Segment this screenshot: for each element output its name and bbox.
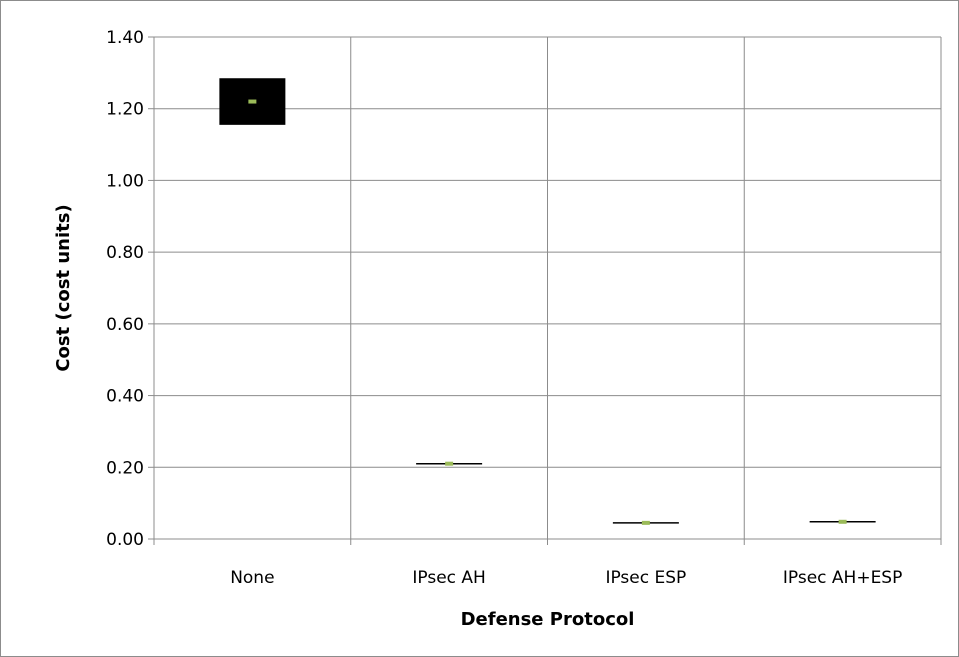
data-point (248, 99, 257, 104)
y-tick-label: 0.00 (106, 530, 144, 550)
x-tick-label: None (230, 568, 274, 588)
x-tick-label: IPsec AH+ESP (783, 568, 902, 588)
y-tick-label: 0.80 (106, 243, 144, 263)
data-marks (219, 78, 876, 525)
y-tick-label: 0.40 (106, 387, 144, 407)
y-tick-label: 1.40 (106, 28, 144, 48)
x-tick-label: IPsec AH (412, 568, 485, 588)
y-tick-label: 1.00 (106, 171, 144, 191)
data-point (641, 520, 650, 525)
y-tick-label: 1.20 (106, 100, 144, 120)
x-tick-label: IPsec ESP (605, 568, 686, 588)
y-tick-labels: 0.00 0.20 0.40 0.60 0.80 1.00 1.20 1.40 (106, 28, 144, 550)
y-axis-title: Cost (cost units) (53, 204, 74, 371)
x-tick-labels: None IPsec AH IPsec ESP IPsec AH+ESP (230, 568, 902, 588)
data-point (445, 461, 454, 466)
data-point (838, 519, 847, 524)
grid-lines (148, 36, 942, 545)
x-axis-title: Defense Protocol (461, 609, 635, 630)
y-tick-label: 0.60 (106, 315, 144, 335)
y-tick-label: 0.20 (106, 458, 144, 478)
